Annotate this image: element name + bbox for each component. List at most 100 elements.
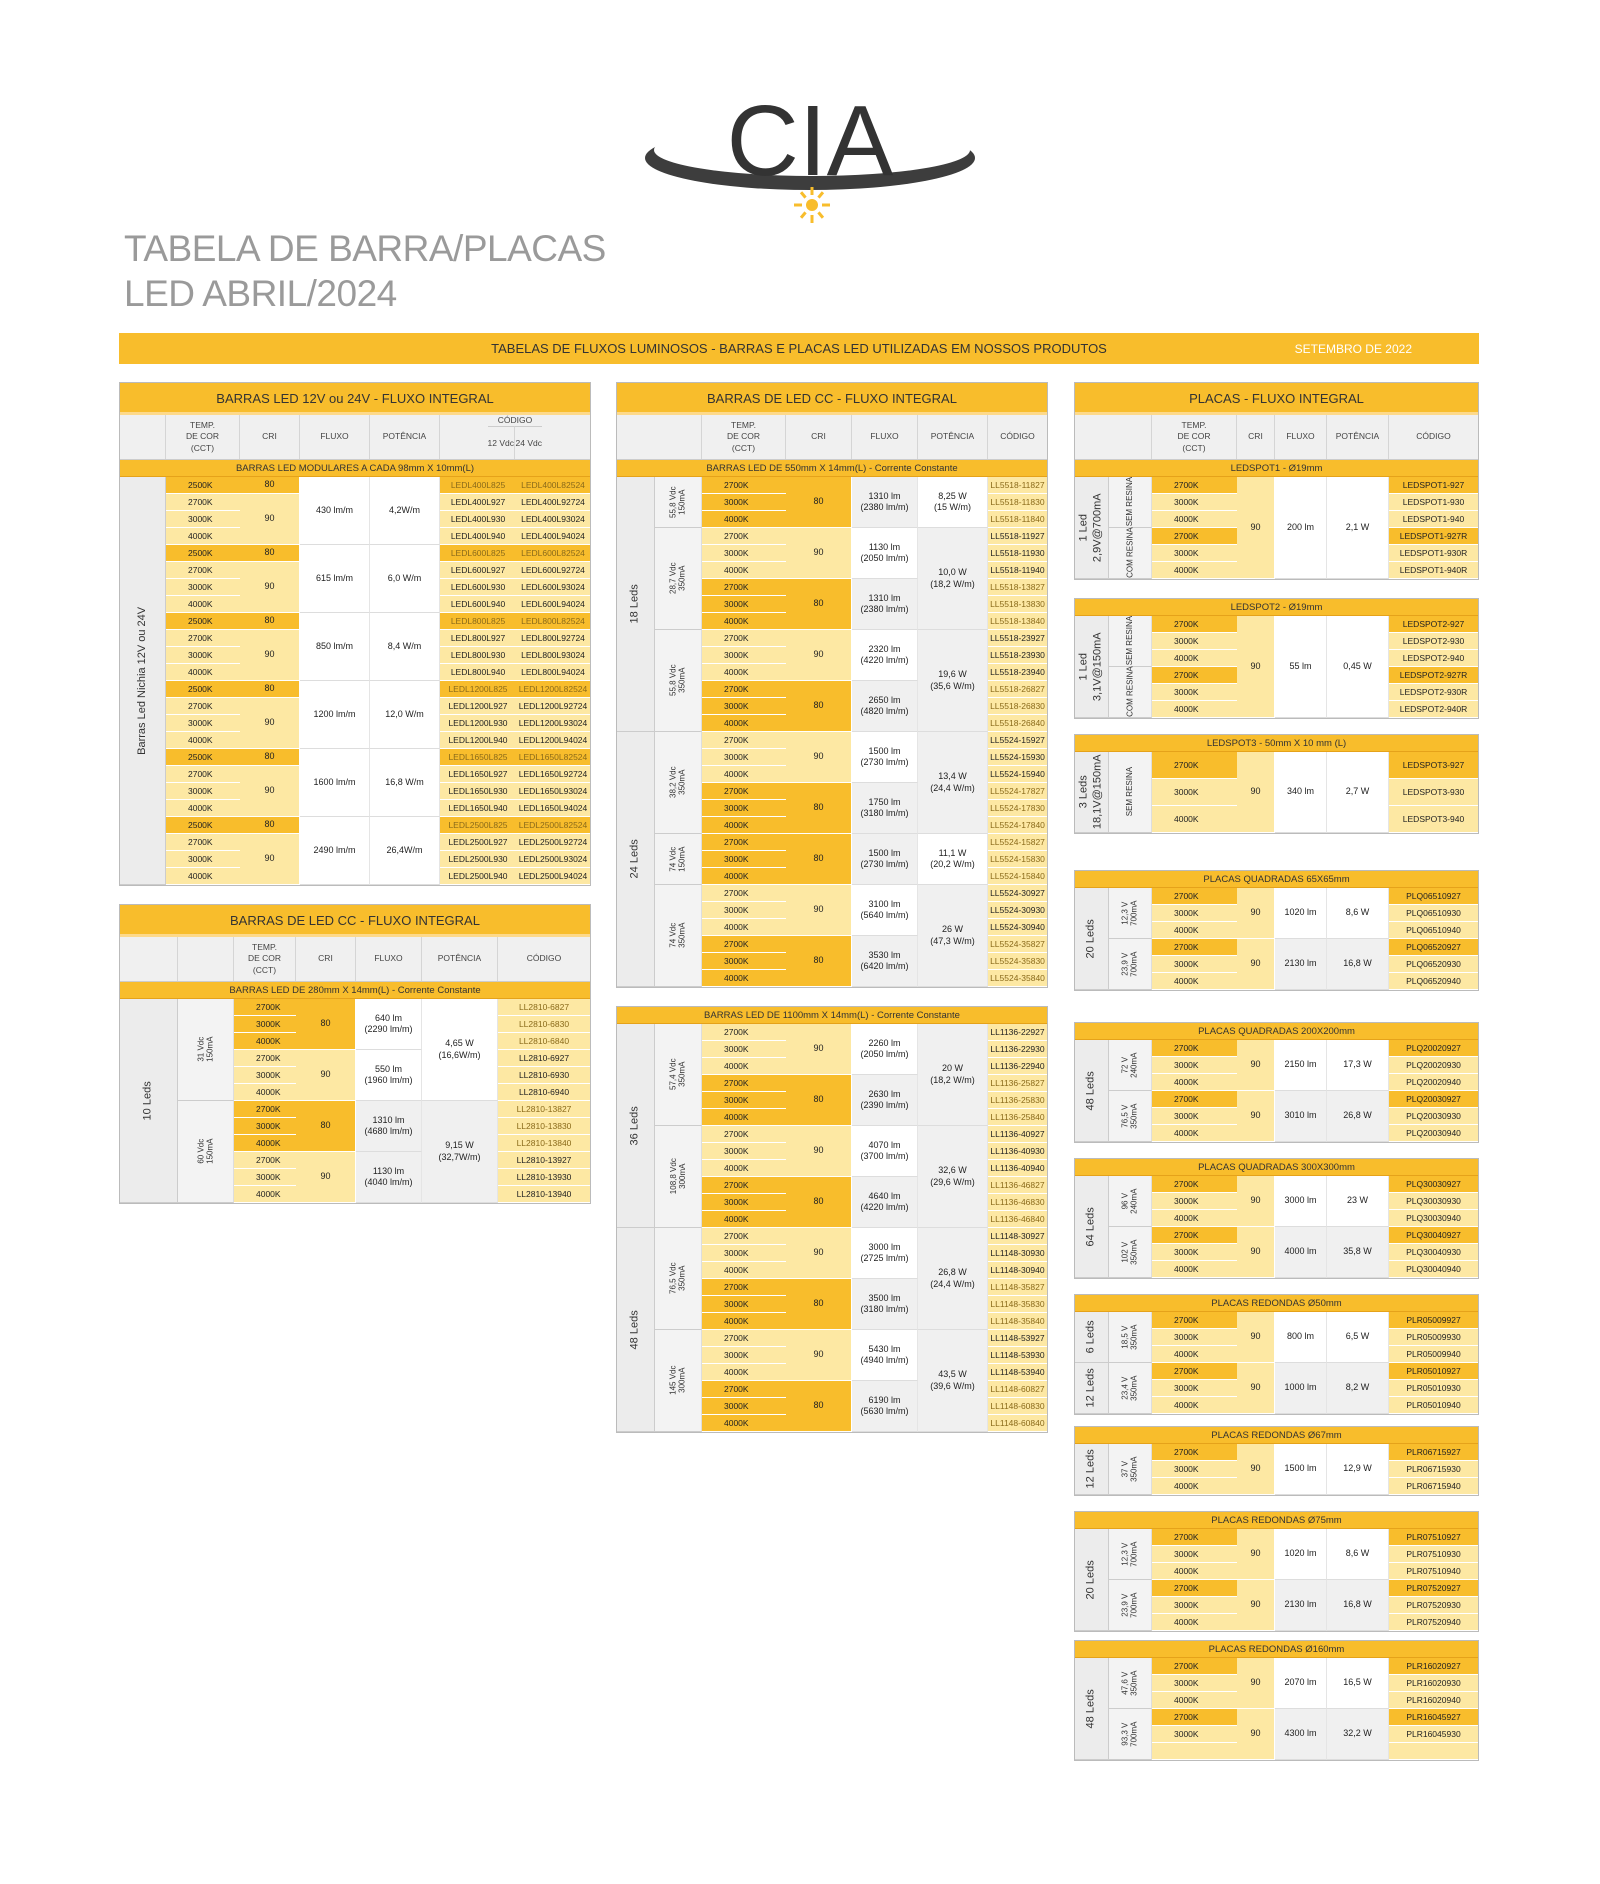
cct-cell: 4000K	[1152, 973, 1237, 990]
placas-4: PLACAS QUADRADAS 65X65mm 20 Leds 12,3 V 700…	[1074, 870, 1479, 991]
cct-cell: 3000K	[1152, 905, 1237, 922]
code-cell: LL1148-35830	[988, 1296, 1047, 1313]
cri-cell: 90	[240, 834, 300, 885]
code-cell: LL1148-60830	[988, 1398, 1047, 1415]
code-cell: LL1136-40940	[988, 1160, 1047, 1177]
cct-cell: 3000K	[1152, 1244, 1237, 1261]
header-cell: CÓDIGO 12 Vdc 24 Vdc	[440, 415, 590, 459]
fluxo-cell: 2650 lm (4820 lm/m)	[852, 681, 918, 732]
cct-cell: 4000K	[166, 732, 240, 749]
cct-cell: 2700K	[234, 1101, 296, 1118]
code-cell: LL5518-11940	[988, 562, 1047, 579]
header-12vdc: 12 Vdc	[487, 426, 515, 459]
cct-cell: 3000K	[1152, 956, 1237, 973]
code-cell: PLR05010930	[1389, 1380, 1478, 1397]
cri-cell: 80	[786, 681, 852, 732]
cri-cell: 80	[786, 1177, 852, 1228]
sub-label: 23,4 V 350mA	[1109, 1363, 1152, 1414]
code-cell: PLQ20020940	[1389, 1074, 1478, 1091]
code-12v: LEDL800L927	[440, 630, 516, 647]
header-banner: TABELAS DE FLUXOS LUMINOSOS - BARRAS E P…	[119, 333, 1479, 364]
code-cell: PLR16020940	[1389, 1692, 1478, 1709]
cct-cell: 4000K	[234, 1186, 296, 1203]
cct-cell: 3000K	[702, 545, 786, 562]
header-cell: TEMP. DE COR (CCT)	[166, 415, 240, 459]
cct-cell: 2500K	[166, 477, 240, 494]
banner-date: SETEMBRO DE 2022	[1294, 342, 1412, 356]
code-cell: LEDSPOT1-930R	[1389, 545, 1478, 562]
code-12v: LEDL600L927	[440, 562, 516, 579]
cct-cell: 2700K	[1152, 1658, 1237, 1675]
code-cell: LL1136-25830	[988, 1092, 1047, 1109]
sub-label: 55,8 Vdc 150mA	[655, 477, 702, 528]
cct-cell: 4000K	[702, 868, 786, 885]
cct-cell: 2700K	[702, 1381, 786, 1398]
table-title: BARRAS DE LED CC - FLUXO INTEGRAL	[120, 905, 590, 937]
header-cell: FLUXO	[300, 415, 370, 459]
cct-cell: 2500K	[166, 817, 240, 834]
fluxo-cell: 550 lm (1960 lm/m)	[356, 1050, 422, 1101]
code-cell: LL5524-30940	[988, 919, 1047, 936]
cct-cell: 2700K	[702, 1228, 786, 1245]
sub-label-text: 23,9 V 700mA	[1120, 1592, 1139, 1618]
cri-cell: 90	[1237, 1529, 1275, 1580]
code-cell: LL1136-22930	[988, 1041, 1047, 1058]
code-12v: LEDL2500L930	[440, 851, 516, 868]
sub-label-text: 145 Vdc 300mA	[668, 1365, 687, 1396]
sub-label: 18,5 V 350mA	[1109, 1312, 1152, 1363]
cri-cell: 80	[786, 783, 852, 834]
fluxo-cell: 2630 lm (2390 lm/m)	[852, 1075, 918, 1126]
code-24v: LEDL600L92724	[516, 562, 590, 579]
header-cell: POTÊNCIA	[422, 937, 498, 981]
cct-cell: 4000K	[1152, 1478, 1237, 1495]
fluxo-cell: 6190 lm (5630 lm/m)	[852, 1381, 918, 1432]
cct-cell: 2700K	[702, 681, 786, 698]
header-cell	[1075, 415, 1152, 459]
table-header: TEMP. DE COR (CCT) CRI FLUXO POTÊNCIA CÓDIGO	[617, 415, 1047, 460]
sub-label: 96 V 240mA	[1109, 1176, 1152, 1227]
code-cell: LEDSPOT2-940	[1389, 650, 1478, 667]
cri-cell: 90	[1237, 1658, 1275, 1709]
table-body: 18 Leds 55,8 Vdc 150mA 2700K LL5518-11827 300…	[617, 477, 1047, 987]
cct-cell: 2700K	[1152, 1580, 1237, 1597]
code-cell: LL5524-15840	[988, 868, 1047, 885]
code-cell: PLQ06520940	[1389, 973, 1478, 990]
fluxo-cell: 3530 lm (6420 lm/m)	[852, 936, 918, 987]
code-24v: LEDL1200L82524	[516, 681, 590, 698]
fluxo-cell: 800 lm	[1275, 1312, 1327, 1363]
code-cell: LEDSPOT1-927	[1389, 477, 1478, 494]
code-24v: LEDL2500L92724	[516, 834, 590, 851]
table-header: TEMP. DE COR (CCT) CRI FLUXO POTÊNCIA CÓDIGO 12…	[120, 415, 590, 460]
group-label-text: 18 Leds	[628, 584, 641, 624]
fluxo-cell: 200 lm	[1275, 477, 1327, 579]
code-12v: LEDL400L927	[440, 494, 516, 511]
code-24v: LEDL400L82524	[516, 477, 590, 494]
code-cell: LEDSPOT2-940R	[1389, 701, 1478, 718]
code-cell: LL5518-23927	[988, 630, 1047, 647]
potencia-cell: 17,3 W	[1327, 1040, 1389, 1091]
group-label: 48 Leds	[1075, 1658, 1109, 1760]
code-cell: LL5518-11840	[988, 511, 1047, 528]
cct-cell: 3000K	[1152, 1329, 1237, 1346]
code-12v: LEDL2500L825	[440, 817, 516, 834]
fluxo-cell: 615 lm/m	[300, 545, 370, 613]
code-cell: LL5524-35827	[988, 936, 1047, 953]
placas-9: PLACAS REDONDAS Ø75mm 20 Leds 12,3 V 700mA 9…	[1074, 1511, 1479, 1632]
code-cell: LL5518-13840	[988, 613, 1047, 630]
sub-label-text: 102 V 350mA	[1120, 1239, 1139, 1265]
cct-cell: 3000K	[1152, 1675, 1237, 1692]
cct-cell: 3000K	[702, 596, 786, 613]
cri-cell: 90	[1237, 1709, 1275, 1760]
header-codigo: CÓDIGO	[497, 415, 533, 425]
placas-2: LEDSPOT2 - Ø19mm 1 Led 3,1V@150mA 90 55 lm 0,…	[1074, 598, 1479, 719]
cct-cell: 4000K	[1152, 1397, 1237, 1414]
code-cell: LL1136-25840	[988, 1109, 1047, 1126]
cct-cell	[1152, 1743, 1237, 1760]
cri-cell: 90	[786, 885, 852, 936]
table-title: BARRAS DE LED CC - FLUXO INTEGRAL	[617, 383, 1047, 415]
document-title: TABELA DE BARRA/PLACAS LED ABRIL/2024	[124, 226, 606, 316]
fluxo-cell: 3500 lm (3180 lm/m)	[852, 1279, 918, 1330]
group-label: 36 Leds	[617, 1024, 655, 1228]
potencia-cell: 8,25 W (15 W/m)	[918, 477, 988, 528]
cri-cell: 80	[786, 936, 852, 987]
